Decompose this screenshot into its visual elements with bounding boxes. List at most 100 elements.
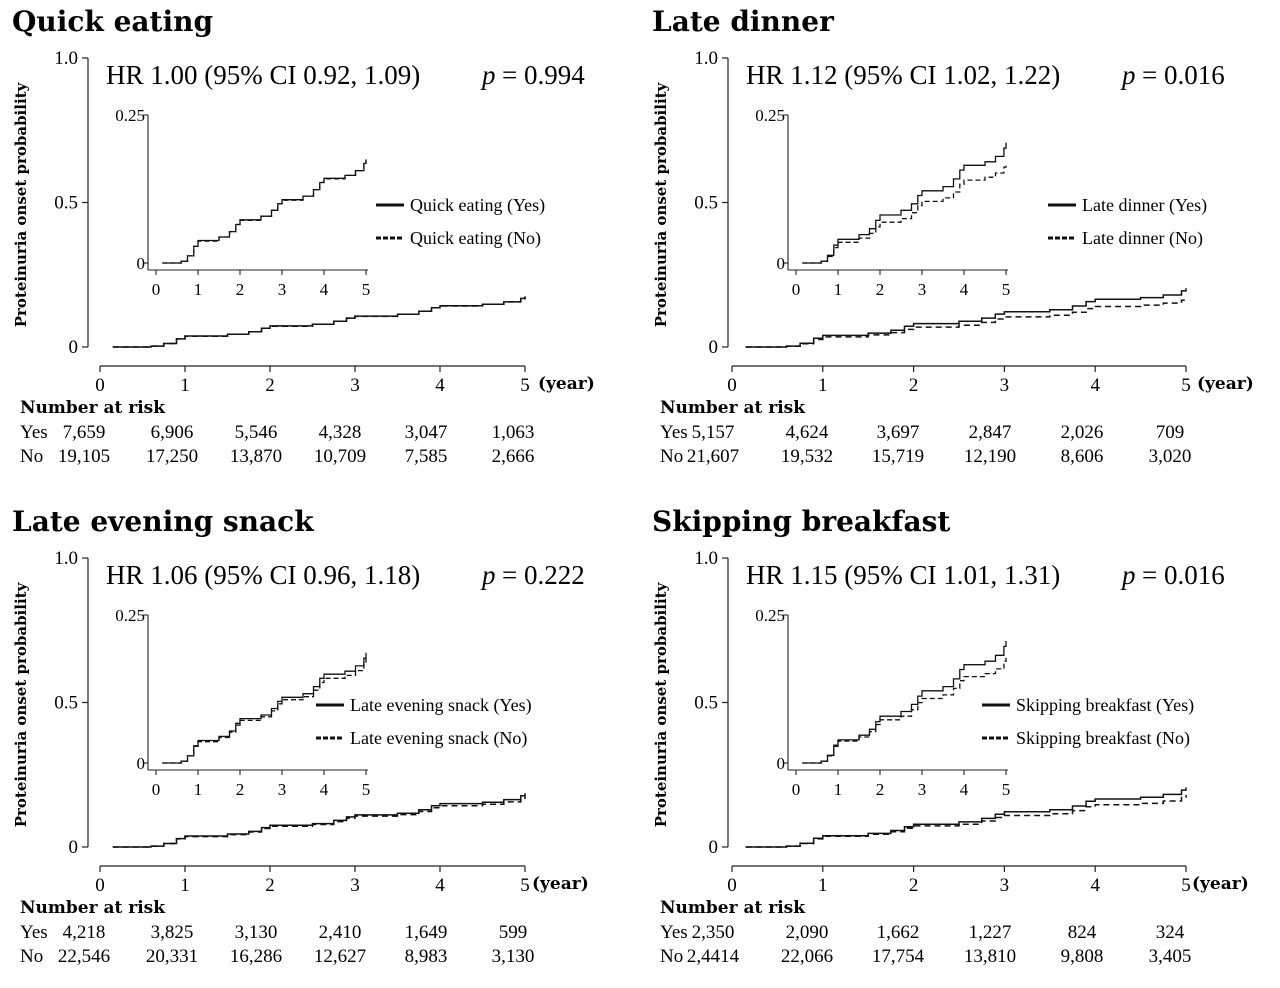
inset-y-tick-label: 0.25 (115, 106, 145, 125)
inset-x-tick-label: 2 (876, 780, 885, 799)
panel-late-evening-snack: Late evening snack 0 0.5 1.0 0 1 2 3 4 5 (year) Pro… (0, 500, 640, 988)
risk-cell: 6,906 (151, 422, 194, 443)
km-curve-no (745, 298, 1187, 348)
x-tick-label: 3 (1000, 375, 1010, 396)
risk-cell: 3,047 (405, 422, 448, 443)
risk-cell: 2,350 (692, 922, 735, 943)
p-label: p (1120, 560, 1136, 590)
inset-x-tick-label: 5 (1002, 780, 1011, 799)
risk-table-header: Number at risk (20, 398, 166, 418)
risk-cell: 13,810 (964, 946, 1016, 967)
panel-late-dinner: Late dinner 0 0.5 1.0 0 1 2 3 4 5 (year) Proteinuri… (640, 0, 1280, 488)
inset-x-tick-label: 4 (960, 280, 969, 299)
panel-skipping-breakfast: Skipping breakfast 0 0.5 1.0 0 1 2 3 4 5 (year) Pro… (640, 500, 1280, 988)
y-axis-label: Proteinuria onset probability (652, 81, 670, 327)
risk-cell: 1,227 (969, 922, 1012, 943)
risk-cell: 17,250 (146, 446, 198, 467)
inset-y-tick-label: 0 (137, 254, 146, 273)
risk-cell: 13,870 (230, 446, 282, 467)
risk-cell: 5,157 (692, 422, 735, 443)
legend-label: Skipping breakfast (Yes) (1016, 695, 1194, 716)
x-tick-label: 0 (95, 875, 105, 896)
x-tick-label: 1 (818, 375, 828, 396)
x-axis-unit: (year) (1197, 374, 1254, 394)
x-tick-label: 0 (727, 875, 737, 896)
inset-x-tick-label: 2 (236, 280, 245, 299)
inset-x-tick-label: 3 (918, 280, 927, 299)
x-tick-label: 0 (95, 375, 105, 396)
inset-x-tick-label: 1 (194, 780, 203, 799)
x-tick-label: 5 (1181, 375, 1191, 396)
risk-cell: 10,709 (314, 446, 366, 467)
y-tick-label: 1.0 (694, 48, 718, 69)
y-tick-label: 1.0 (54, 548, 78, 569)
legend-label: Late evening snack (No) (350, 728, 527, 749)
risk-row-label: No (20, 446, 43, 467)
risk-cell: 12,190 (964, 446, 1016, 467)
inset-x-tick-label: 5 (362, 780, 371, 799)
x-axis-unit: (year) (1192, 874, 1249, 894)
km-curve-no (745, 795, 1187, 848)
y-tick-label: 0 (69, 837, 79, 858)
plot-svg-late-dinner: Late dinner 0 0.5 1.0 0 1 2 3 4 5 (year) Proteinuri… (652, 5, 1254, 467)
inset-x-tick-label: 4 (320, 280, 329, 299)
p-label: p (480, 60, 496, 90)
x-tick-label: 4 (435, 875, 445, 896)
inset-x-tick-label: 0 (152, 780, 161, 799)
inset-x-tick-label: 5 (1002, 280, 1011, 299)
risk-cell: 2,666 (492, 446, 535, 467)
legend-label: Skipping breakfast (No) (1016, 728, 1190, 749)
y-tick-label: 1.0 (54, 48, 78, 69)
inset-y-tick-label: 0.25 (755, 606, 785, 625)
y-axis-label: Proteinuria onset probability (12, 81, 30, 327)
risk-cell: 2,847 (969, 422, 1012, 443)
risk-cell: 599 (499, 922, 528, 943)
risk-row-label: Yes (660, 422, 688, 443)
panel-title: Quick eating (12, 5, 213, 38)
risk-row-label: Yes (20, 922, 48, 943)
risk-cell: 12,627 (314, 946, 366, 967)
x-tick-label: 2 (909, 875, 919, 896)
inset-x-tick-label: 3 (278, 280, 287, 299)
risk-cell: 2,410 (319, 922, 362, 943)
plot-svg-quick-eating: Quick eating 0 0.5 1.0 0 1 2 3 4 5 (year) Proteinur… (12, 5, 595, 467)
risk-cell: 5,546 (235, 422, 278, 443)
x-tick-label: 1 (180, 875, 190, 896)
risk-cell: 709 (1156, 422, 1185, 443)
inset-x-tick-label: 2 (236, 780, 245, 799)
x-axis-unit: (year) (532, 874, 589, 894)
risk-cell: 21,607 (687, 446, 739, 467)
x-tick-label: 4 (435, 375, 445, 396)
risk-cell: 324 (1156, 922, 1185, 943)
y-tick-label: 0 (69, 337, 79, 358)
panel-title: Late evening snack (12, 505, 314, 538)
inset-x-tick-label: 1 (194, 280, 203, 299)
risk-cell: 1,649 (405, 922, 448, 943)
inset-x-tick-label: 5 (362, 280, 371, 299)
inset-x-tick-label: 0 (792, 280, 801, 299)
risk-cell: 4,328 (319, 422, 362, 443)
y-tick-label: 0 (709, 837, 719, 858)
y-axis-label: Proteinuria onset probability (652, 581, 670, 827)
risk-cell: 7,659 (63, 422, 106, 443)
risk-cell: 824 (1068, 922, 1097, 943)
x-tick-label: 4 (1090, 875, 1100, 896)
km-curve-yes (745, 288, 1187, 348)
panel-title: Skipping breakfast (652, 505, 950, 538)
inset-km-curve-yes (162, 652, 367, 764)
inset-km-curve-no (802, 656, 1007, 764)
inset-km-curve-no (802, 163, 1007, 264)
inset-y-tick-label: 0 (137, 754, 146, 773)
inset-y-tick-label: 0 (777, 254, 786, 273)
x-tick-label: 2 (265, 875, 275, 896)
km-curve-yes (112, 793, 526, 848)
x-tick-label: 4 (1090, 375, 1100, 396)
risk-cell: 2,4414 (687, 946, 740, 967)
inset-x-tick-label: 3 (918, 780, 927, 799)
risk-table-header: Number at risk (20, 898, 166, 918)
y-tick-label: 0.5 (54, 193, 78, 214)
risk-cell: 19,532 (781, 446, 833, 467)
x-tick-label: 0 (727, 375, 737, 396)
risk-cell: 19,105 (58, 446, 110, 467)
